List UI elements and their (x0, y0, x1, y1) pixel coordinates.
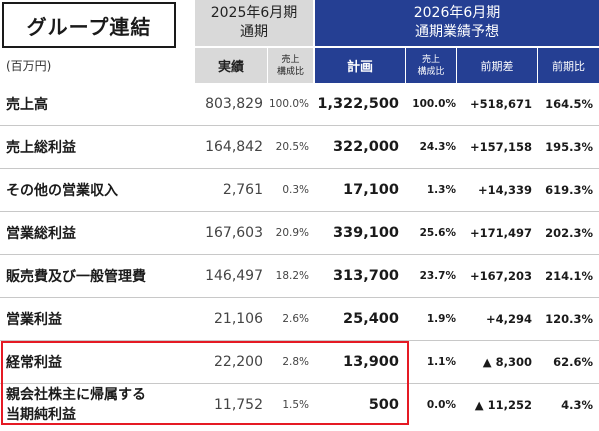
actual-value: 146,497 (205, 268, 263, 284)
yoy-difference: ▲ 11,252 (474, 398, 532, 412)
yoy-percent: 619.3% (545, 183, 593, 197)
yoy-difference: +171,497 (469, 226, 532, 240)
col-plan-ratio-header: 売上 構成比 (406, 48, 456, 83)
col-actual-ratio-header: 売上 構成比 (268, 48, 313, 83)
actual-value: 2,761 (222, 182, 263, 198)
fy2025-header: 2025年6月期 通期 (195, 0, 313, 46)
actual-ratio: 0.3% (282, 184, 309, 196)
yoy-difference: ▲ 8,300 (482, 355, 532, 369)
actual-ratio: 1.5% (282, 399, 309, 411)
row-label: 経常利益 (6, 355, 62, 371)
actual-value: 11,752 (214, 397, 263, 413)
actual-value: 22,200 (214, 354, 263, 370)
row-label: 営業利益 (6, 312, 62, 328)
table-row: 販売費及び一般管理費 146,497 18.2% 313,700 23.7% +… (0, 255, 599, 298)
yoy-difference: +167,203 (469, 269, 532, 283)
col-plan-header: 計画 (315, 48, 405, 83)
row-label: その他の営業収入 (6, 183, 118, 199)
fy2026-header: 2026年6月期 通期業績予想 (315, 0, 599, 46)
unit-label: (百万円) (6, 59, 52, 73)
plan-value: 313,700 (332, 268, 399, 284)
table-title: グループ連結 (2, 2, 176, 48)
yoy-difference: +14,339 (477, 183, 532, 197)
actual-ratio: 18.2% (275, 270, 309, 282)
plan-ratio: 23.7% (419, 270, 456, 282)
actual-ratio: 20.5% (275, 141, 309, 153)
plan-ratio: 25.6% (419, 227, 456, 239)
yoy-percent: 214.1% (545, 269, 593, 283)
plan-ratio: 100.0% (412, 98, 456, 110)
fy2026-period: 2026年6月期 (413, 5, 501, 21)
table-row: 売上総利益 164,842 20.5% 322,000 24.3% +157,1… (0, 126, 599, 169)
table-row: その他の営業収入 2,761 0.3% 17,100 1.3% +14,339 … (0, 169, 599, 212)
row-label-line1: 親会社株主に帰属する (6, 387, 146, 403)
actual-value: 21,106 (214, 311, 263, 327)
yoy-percent: 202.3% (545, 226, 593, 240)
table-row: 営業総利益 167,603 20.9% 339,100 25.6% +171,4… (0, 212, 599, 255)
row-label: 親会社株主に帰属する 当期純利益 (6, 384, 146, 427)
yoy-difference: +518,671 (469, 97, 532, 111)
yoy-percent: 120.3% (545, 312, 593, 326)
col-actual-header: 実績 (195, 48, 267, 83)
row-label-line2: 当期純利益 (6, 407, 76, 423)
yoy-difference: +4,294 (485, 312, 532, 326)
table-row: 営業利益 21,106 2.6% 25,400 1.9% +4,294 120.… (0, 298, 599, 341)
table-row: 売上高 803,829 100.0% 1,322,500 100.0% +518… (0, 83, 599, 126)
yoy-percent: 195.3% (545, 140, 593, 154)
yoy-difference: +157,158 (469, 140, 532, 154)
plan-ratio: 1.1% (426, 356, 456, 368)
col-yoy-header: 前期比 (538, 48, 599, 83)
plan-value: 25,400 (343, 311, 399, 327)
plan-value: 322,000 (332, 139, 399, 155)
yoy-percent: 62.6% (553, 355, 593, 369)
actual-ratio: 100.0% (268, 98, 309, 110)
row-label: 営業総利益 (6, 226, 76, 242)
plan-ratio: 0.0% (426, 399, 456, 411)
col-diff-header: 前期差 (457, 48, 537, 83)
plan-value: 500 (368, 397, 399, 413)
plan-value: 17,100 (343, 182, 399, 198)
fy2025-period: 2025年6月期 (210, 5, 298, 21)
plan-ratio: 1.3% (426, 184, 456, 196)
plan-ratio: 1.9% (426, 313, 456, 325)
plan-value: 339,100 (332, 225, 399, 241)
fy2026-scope: 通期業績予想 (415, 24, 499, 40)
row-label: 売上高 (6, 97, 48, 113)
plan-value: 1,322,500 (317, 96, 399, 112)
row-label: 売上総利益 (6, 140, 76, 156)
actual-value: 803,829 (205, 96, 263, 112)
yoy-percent: 4.3% (561, 398, 593, 412)
table-row: 親会社株主に帰属する 当期純利益 11,752 1.5% 500 0.0% ▲ … (0, 384, 599, 426)
plan-value: 13,900 (343, 354, 399, 370)
actual-ratio: 20.9% (275, 227, 309, 239)
fy2025-scope: 通期 (240, 24, 268, 40)
table-row: 経常利益 22,200 2.8% 13,900 1.1% ▲ 8,300 62.… (0, 341, 599, 384)
plan-ratio: 24.3% (419, 141, 456, 153)
actual-value: 167,603 (205, 225, 263, 241)
row-label: 販売費及び一般管理費 (6, 269, 146, 285)
actual-ratio: 2.8% (282, 356, 309, 368)
actual-value: 164,842 (205, 139, 263, 155)
yoy-percent: 164.5% (545, 97, 593, 111)
actual-ratio: 2.6% (282, 313, 309, 325)
